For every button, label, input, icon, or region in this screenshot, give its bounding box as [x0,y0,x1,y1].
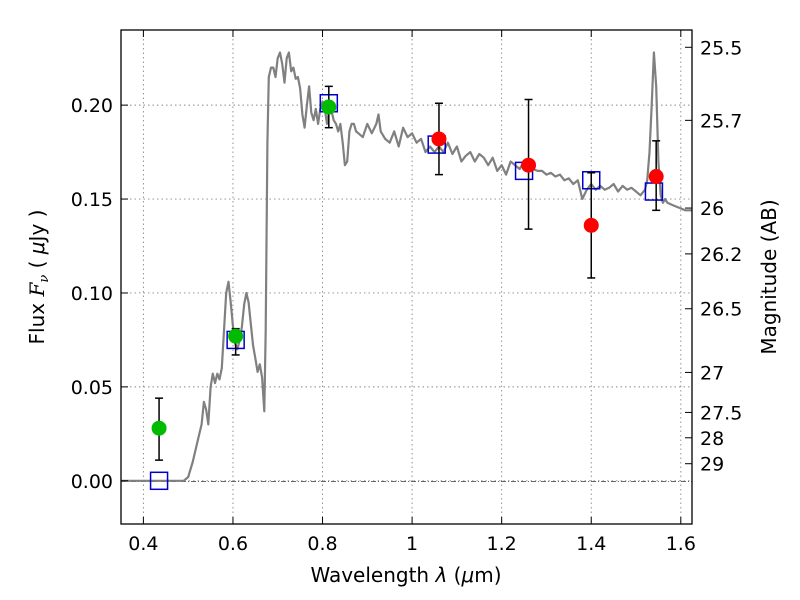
magnitude-tick-label: 26 [700,198,724,220]
y-tick-label: 0.05 [71,377,113,399]
grid-layer [121,30,692,524]
magnitude-tick-label: 26.5 [700,299,742,321]
x-tick-label: 1 [406,533,418,555]
x-tick-label: 0.6 [218,533,248,555]
observed-flux-red-point [583,217,599,233]
y-tick-label: 0.10 [71,283,113,305]
magnitude-tick-label: 25.7 [700,110,742,132]
marker-layer [149,85,664,491]
x-tick-label: 1.2 [487,533,517,555]
line-layer [121,51,692,482]
y-tick-label: 0.20 [71,95,113,117]
magnitude-tick-label: 27 [700,362,724,384]
observed-flux-green-point [228,328,244,344]
y-axis-label-left: Flux Fν ( μJy ) [25,210,52,345]
model-flux-square [149,471,169,491]
magnitude-tick-label: 29 [700,454,724,476]
observed-flux-red-point [431,131,447,147]
plot-frame [120,29,693,525]
x-tick-label: 1.4 [576,533,606,555]
x-tick-label: 0.4 [128,533,158,555]
observed-flux-green-point [151,420,167,436]
magnitude-tick-label: 28 [700,428,724,450]
x-axis-label: Wavelength λ (μm) [310,563,501,587]
y-tick-label: 0.00 [71,471,113,493]
magnitude-tick-label: 27.5 [700,402,742,424]
magnitude-tick-label: 25.5 [700,37,742,59]
x-tick-label: 1.6 [666,533,696,555]
y-axis-label-right: Magnitude (AB) [757,199,781,354]
magnitude-tick-label: 26.2 [700,244,742,266]
observed-flux-red-point [648,169,664,185]
tick-layer: 0.4 0.6 0.8 1 1.2 1.4 1.6 0.00 0.05 0.10 0.15 0.20 2… [71,30,742,555]
sed-model-line [121,51,692,482]
observed-flux-green-point [321,99,337,115]
observed-flux-red-point [521,157,537,173]
y-tick-label: 0.15 [71,189,113,211]
x-tick-label: 0.8 [307,533,337,555]
